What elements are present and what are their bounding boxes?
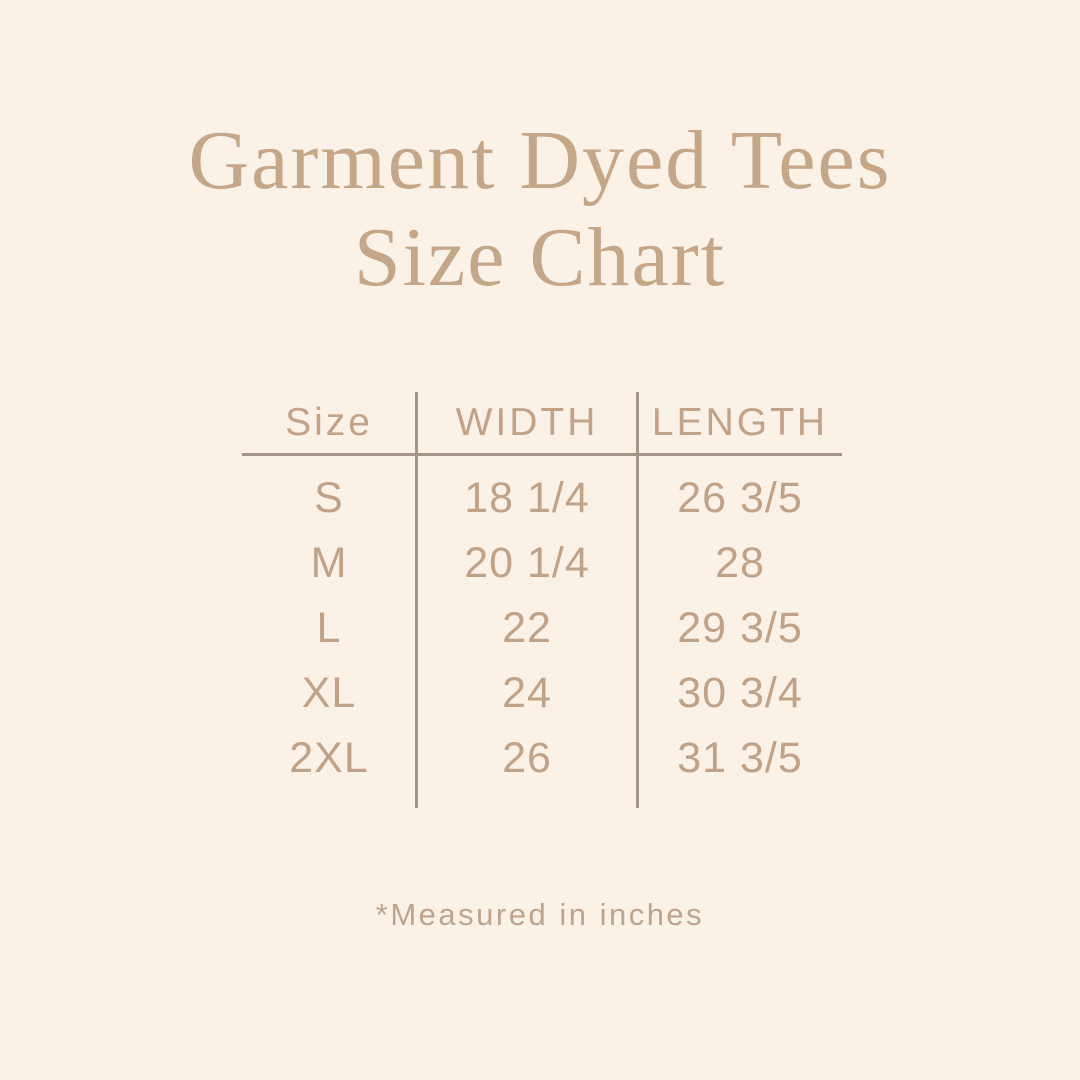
title-line-2: Size Chart [353,211,727,305]
width-cell: 20 1/4 [464,539,590,587]
size-cell: M [310,539,348,587]
table-row: S 18 1/4 26 3/5 [242,466,842,531]
length-cell: 29 3/5 [677,604,803,652]
table-row: M 20 1/4 28 [242,531,842,596]
title-line-1: Garment Dyed Tees [188,114,892,207]
width-cell: 24 [502,669,552,717]
length-cell: 26 3/5 [677,474,803,522]
size-cell: S [314,474,344,522]
length-cell: 30 3/4 [677,669,803,717]
table-row: XL 24 30 3/4 [242,661,842,726]
size-cell: 2XL [289,734,369,782]
header-rule [242,453,842,456]
column-divider-size-width [415,392,418,808]
size-cell: XL [301,669,357,717]
width-cell: 26 [502,734,552,782]
column-header-size: Size [285,400,373,444]
table-row: 2XL 26 31 3/5 [242,726,842,791]
table-body: S 18 1/4 26 3/5 M 20 1/4 28 L 22 29 3/5 … [242,456,842,791]
size-table: Size WIDTH LENGTH S 18 1/4 26 3/5 M 20 1… [242,392,842,808]
table-row: L 22 29 3/5 [242,596,842,661]
width-cell: 18 1/4 [464,474,590,522]
column-header-width: WIDTH [455,400,599,444]
page-title: Garment Dyed Tees Size Chart [0,112,1080,307]
column-header-length: LENGTH [651,400,829,444]
length-cell: 31 3/5 [677,734,803,782]
length-cell: 28 [715,539,765,587]
width-cell: 22 [502,604,552,652]
column-divider-width-length [636,392,639,808]
table-header-row: Size WIDTH LENGTH [242,392,842,453]
footnote: *Measured in inches [375,897,705,932]
size-cell: L [316,604,342,652]
